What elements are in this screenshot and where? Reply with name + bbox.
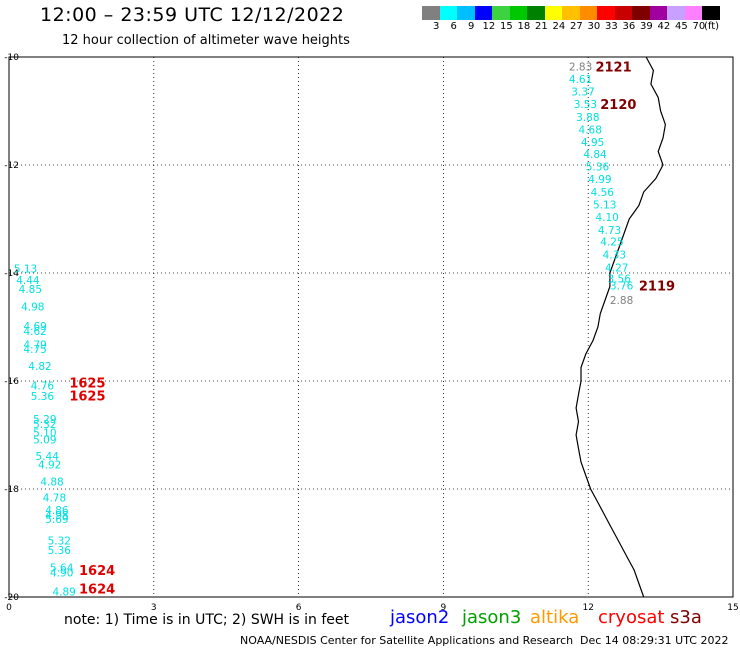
- wave-height-label: 4.73: [598, 225, 621, 237]
- wave-height-label: 4.33: [603, 250, 626, 262]
- time-label: 1625: [69, 390, 105, 405]
- satellite-legend-item: jason2: [390, 607, 449, 628]
- wave-height-label: 4.85: [19, 284, 42, 296]
- wave-height-label: 2.88: [610, 295, 633, 307]
- x-tick-label: 0: [6, 603, 12, 613]
- map-plot: 0 3 6 9 12 15-10-12-14-16-18-202.834.613.373.…: [0, 0, 740, 650]
- satellite-legend-item: s3a: [670, 607, 702, 628]
- x-tick-label: 15: [727, 603, 738, 613]
- wave-height-label: 4.10: [595, 212, 618, 224]
- wave-height-label: 4.95: [581, 137, 604, 149]
- map-figure: 12:00 – 23:59 UTC 12/12/2022 12 hour col…: [0, 0, 740, 650]
- time-label: 2121: [595, 61, 631, 76]
- wave-height-label: 4.62: [23, 326, 46, 338]
- wave-height-label: 5.09: [33, 434, 56, 446]
- satellite-legend-item: altika: [530, 607, 579, 628]
- wave-height-label: 4.56: [591, 187, 615, 199]
- time-label: 1624: [79, 582, 115, 597]
- wave-height-label: 5.36: [586, 162, 610, 174]
- wave-height-label: 4.61: [569, 74, 592, 86]
- y-tick-label: -10: [4, 53, 19, 63]
- wave-height-label: 5.69: [45, 514, 68, 526]
- wave-height-label: 4.82: [28, 361, 51, 373]
- wave-height-label: 4.25: [600, 237, 623, 249]
- wave-height-label: 4.89: [52, 587, 75, 599]
- wave-height-label: 5.36: [48, 545, 72, 557]
- credit-text: NOAA/NESDIS Center for Satellite Applica…: [240, 634, 573, 647]
- wave-height-label: 4.75: [23, 344, 46, 356]
- y-tick-label: -18: [4, 485, 19, 495]
- wave-height-label: 3.37: [571, 87, 594, 99]
- time-label: 1624: [79, 564, 115, 579]
- satellite-legend-item: jason3: [462, 607, 521, 628]
- wave-height-label: 4.99: [588, 174, 611, 186]
- wave-height-label: 5.36: [31, 391, 55, 403]
- y-tick-label: -12: [4, 161, 19, 171]
- x-tick-label: 12: [582, 603, 593, 613]
- wave-height-label: 4.68: [579, 124, 602, 136]
- timestamp-text: Dec 14 08:29:31 UTC 2022: [580, 634, 728, 647]
- wave-height-label: 5.13: [14, 264, 37, 276]
- wave-height-label: 2.83: [569, 62, 592, 74]
- wave-height-label: 4.98: [21, 301, 44, 313]
- wave-height-label: 3.76: [610, 280, 634, 292]
- wave-height-label: 3.53: [574, 99, 597, 111]
- wave-height-label: 4.78: [43, 493, 66, 505]
- wave-height-label: 4.92: [38, 460, 61, 472]
- y-tick-label: -16: [4, 377, 19, 387]
- time-label: 2119: [639, 279, 675, 294]
- wave-height-label: 4.88: [40, 476, 63, 488]
- plot-frame: [9, 57, 733, 597]
- satellite-legend-item: cryosat: [598, 607, 664, 628]
- footer-note: note: 1) Time is in UTC; 2) SWH is in fe…: [64, 612, 349, 628]
- y-tick-label: -20: [4, 593, 19, 603]
- wave-height-label: 5.13: [593, 199, 616, 211]
- wave-height-label: 4.90: [50, 568, 73, 580]
- wave-height-label: 4.84: [583, 149, 607, 161]
- wave-height-label: 3.88: [576, 112, 599, 124]
- time-label: 2120: [600, 98, 636, 113]
